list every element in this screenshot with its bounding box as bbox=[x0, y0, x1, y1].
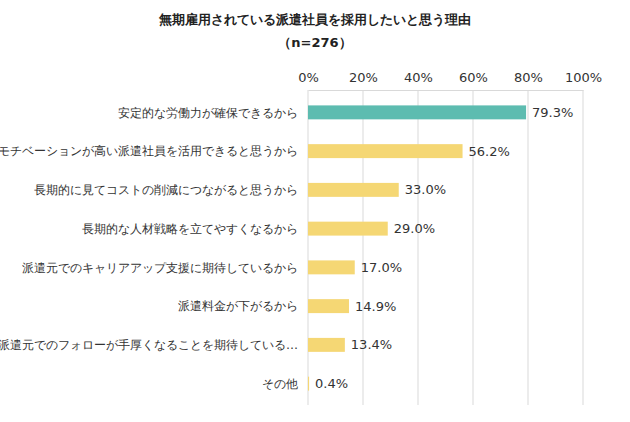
tick: 0% bbox=[298, 70, 319, 90]
grid-line bbox=[583, 90, 584, 405]
tick-label: 100% bbox=[565, 70, 602, 85]
tick-label: 60% bbox=[459, 70, 488, 85]
grid-line bbox=[528, 90, 529, 405]
bars bbox=[308, 105, 526, 390]
bar bbox=[308, 260, 355, 274]
tick: 80% bbox=[514, 70, 543, 90]
bar bbox=[308, 144, 463, 158]
grid-line bbox=[418, 90, 419, 405]
tick: 60% bbox=[459, 70, 488, 90]
bar bbox=[308, 338, 345, 352]
grid bbox=[308, 90, 583, 405]
grid-line bbox=[363, 90, 364, 405]
grid-line bbox=[308, 90, 309, 405]
data-label: 17.0% bbox=[361, 260, 402, 275]
grid-line bbox=[473, 90, 474, 405]
data-label: 56.2% bbox=[469, 144, 510, 159]
title: 無期雇用されている派遣社員を採用したいと思う理由 bbox=[158, 12, 471, 27]
category-label: 長期的な人材戦略を立てやすくなるから bbox=[82, 222, 298, 236]
data-label: 33.0% bbox=[405, 182, 446, 197]
tick-label: 40% bbox=[404, 70, 433, 85]
data-label: 0.4% bbox=[315, 376, 348, 391]
tick: 100% bbox=[565, 70, 602, 90]
tick-label: 0% bbox=[298, 70, 319, 85]
category-label: モチベーションが高い派遣社員を活用できると思うから bbox=[0, 144, 298, 158]
category-labels: 安定的な労働力が確保できるからモチベーションが高い派遣社員を活用できると思うから… bbox=[0, 106, 298, 391]
tick-label: 80% bbox=[514, 70, 543, 85]
subtitle: （n=276） bbox=[278, 35, 351, 50]
bar bbox=[308, 105, 526, 119]
category-label: 長期的に見てコストの削減につながると思うから bbox=[34, 183, 298, 197]
x-axis: 0% 20% 40% 60% 80% 100% bbox=[298, 70, 602, 91]
category-label: 派遣料金が下がるから bbox=[178, 299, 298, 313]
data-label: 13.4% bbox=[351, 337, 392, 352]
category-label: 派遣元でのキャリアアップ支援に期待しているから bbox=[22, 261, 298, 275]
bar bbox=[308, 299, 349, 313]
data-label: 79.3% bbox=[532, 105, 573, 120]
data-label: 14.9% bbox=[355, 299, 396, 314]
chart: 無期雇用されている派遣社員を採用したいと思う理由 （n=276） 0% 20% 40% 6… bbox=[0, 0, 630, 422]
bar bbox=[308, 377, 309, 391]
axis-line bbox=[309, 90, 584, 91]
category-label: その他 bbox=[262, 377, 298, 391]
tick: 20% bbox=[349, 70, 378, 90]
tick: 40% bbox=[404, 70, 433, 90]
bar bbox=[308, 183, 399, 197]
data-labels: 79.3% 56.2% 33.0% 29.0% 17.0% 14.9% 13.4% 0.4% bbox=[315, 105, 573, 391]
data-label: 29.0% bbox=[394, 221, 435, 236]
tick-label: 20% bbox=[349, 70, 378, 85]
category-label: 安定的な労働力が確保できるから bbox=[118, 106, 298, 120]
bar bbox=[308, 222, 388, 236]
category-label: 派遣元でのフォローが手厚くなることを期待している… bbox=[0, 338, 298, 352]
